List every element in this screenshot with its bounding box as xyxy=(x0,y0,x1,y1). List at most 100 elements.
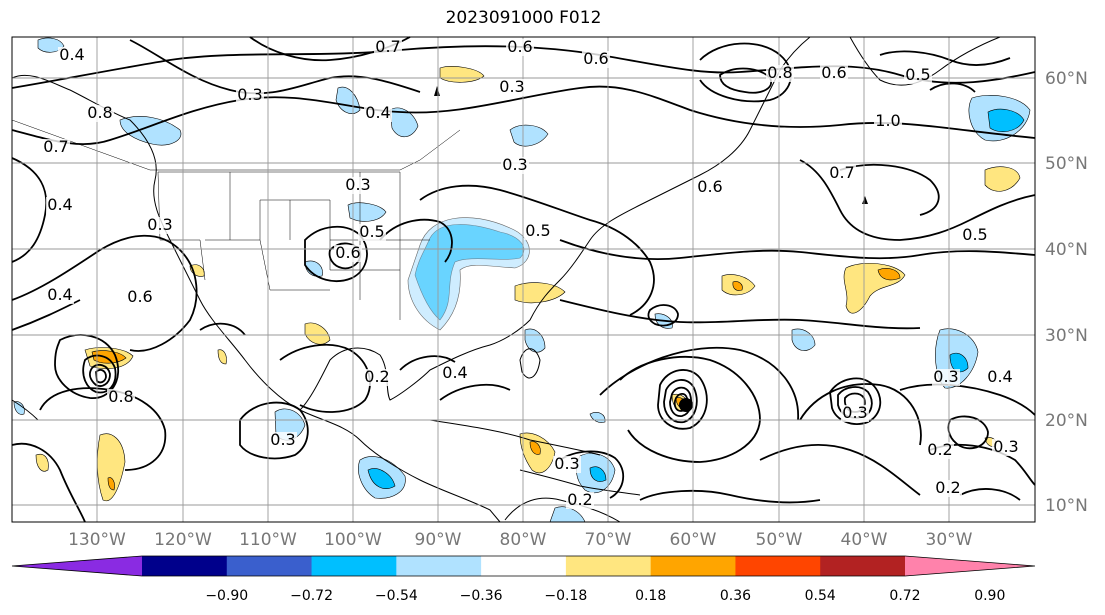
contour-label-background xyxy=(46,197,74,214)
colorbar-max-extension xyxy=(905,556,1035,576)
colorbar-tick-label: −0.54 xyxy=(375,588,418,604)
colorbar-outline xyxy=(11,555,1036,577)
contour-label-background xyxy=(566,492,594,509)
contour-label-background xyxy=(364,105,392,122)
latitude-tick-label: 30°N xyxy=(1045,326,1088,346)
contour-label-background xyxy=(236,87,264,104)
contour-label-background xyxy=(874,113,902,130)
contour-label: 0.4 xyxy=(47,195,72,214)
colorbar-segment xyxy=(311,556,397,576)
contour-label: 0.7 xyxy=(829,163,854,182)
contour-label-background xyxy=(696,179,724,196)
contour-label: 0.5 xyxy=(905,65,930,84)
contour-label: 0.3 xyxy=(147,215,172,234)
contour-label-background xyxy=(344,177,372,194)
contour-label: 0.4 xyxy=(47,285,72,304)
longitude-tick-label: 80°W xyxy=(500,530,547,550)
contour-label-background xyxy=(374,39,402,56)
colorbar-tick-label: −0.36 xyxy=(460,588,503,604)
latitude-ticks: 60°N 50°N 40°N 30°N 20°N 10°N xyxy=(1045,69,1088,516)
contour-label: 0.5 xyxy=(525,221,550,240)
contour-label-background xyxy=(932,369,960,386)
contour-label: 0.6 xyxy=(127,287,152,306)
contour-label-background xyxy=(334,245,362,262)
longitude-tick-label: 120°W xyxy=(154,530,212,550)
contour-label: 0.3 xyxy=(842,403,867,422)
contour-label-background xyxy=(553,456,581,473)
contour-label: 0.4 xyxy=(987,367,1012,386)
contour-label-background xyxy=(926,442,954,459)
contour-label-background xyxy=(820,65,848,82)
contour-label: 0.5 xyxy=(359,222,384,241)
colorbar-min-extension xyxy=(12,556,142,576)
contour-label: 0.6 xyxy=(335,243,360,262)
colorbar-segment xyxy=(735,556,821,576)
longitude-tick-label: 30°W xyxy=(926,530,973,550)
contour-label-background xyxy=(107,389,135,406)
contour-label-background xyxy=(126,289,154,306)
small-marker xyxy=(434,86,440,96)
contour-label: 0.2 xyxy=(567,490,592,509)
contour-label: 0.8 xyxy=(767,63,792,82)
contour-label-background xyxy=(501,157,529,174)
colorbar-segment xyxy=(650,556,736,576)
longitude-ticks: 130°W 120°W 110°W 100°W 90°W 80°W 70°W 60°W 50°W… xyxy=(68,530,973,550)
contour-label: 0.7 xyxy=(43,137,68,156)
contour-label-background xyxy=(42,139,70,156)
contour-label-background xyxy=(46,287,74,304)
contour-label-background xyxy=(524,223,552,240)
colorbar-tick-labels: −0.90 −0.72 −0.54 −0.36 −0.18 0.18 0.36 0.54 0.7… xyxy=(205,588,1005,604)
longitude-tick-label: 50°W xyxy=(756,530,803,550)
contour-label: 0.8 xyxy=(87,103,112,122)
longitude-tick-label: 130°W xyxy=(68,530,126,550)
latitude-tick-label: 50°N xyxy=(1045,154,1088,174)
map-frame xyxy=(11,36,1036,523)
contour-label: 0.5 xyxy=(962,225,987,244)
contour-label: 0.3 xyxy=(499,77,524,96)
colorbar-segment xyxy=(396,556,482,576)
colorbar-segment xyxy=(481,556,567,576)
contour-label: 0.3 xyxy=(345,175,370,194)
latitude-tick-label: 60°N xyxy=(1045,69,1088,89)
contour-label-background xyxy=(441,365,469,382)
contour-label: 0.6 xyxy=(583,49,608,68)
contour-label: 0.2 xyxy=(364,367,389,386)
contour-label: 0.6 xyxy=(697,177,722,196)
colorbar-segment xyxy=(565,556,652,576)
contour-label: 0.7 xyxy=(375,37,400,56)
contour-label: 0.6 xyxy=(821,63,846,82)
contour-label-background xyxy=(498,79,526,96)
contour-label: 0.3 xyxy=(993,437,1018,456)
contour-label: 0.6 xyxy=(507,37,532,56)
contour-label: 0.2 xyxy=(935,478,960,497)
storm-center-marker xyxy=(679,398,693,412)
contour-label: 0.3 xyxy=(554,454,579,473)
contour-label-background xyxy=(828,165,856,182)
longitude-tick-label: 40°W xyxy=(841,530,888,550)
contour-label-background xyxy=(58,47,86,64)
contour-label-background xyxy=(363,369,391,386)
colorbar-segment xyxy=(820,556,906,576)
contour-labels: 0.4 0.7 0.6 0.6 0.3 0.4 0.8 0.6 0.7 0.5 1.0 0.4 0.3 0… xyxy=(42,37,1020,509)
small-marker-2 xyxy=(862,196,868,204)
contour-label: 0.3 xyxy=(933,367,958,386)
longitude-tick-label: 70°W xyxy=(585,530,632,550)
colorbar-tick-label: 0.18 xyxy=(635,588,666,604)
contour-label: 0.3 xyxy=(270,430,295,449)
colorbar-tick-label: 0.72 xyxy=(889,588,920,604)
longitude-tick-label: 90°W xyxy=(415,530,462,550)
map-title: 2023091000 F012 xyxy=(445,8,602,28)
contour-label-background xyxy=(766,65,794,82)
colorbar-tick-label: −0.18 xyxy=(544,588,587,604)
latitude-tick-label: 20°N xyxy=(1045,411,1088,431)
colorbar-segment xyxy=(142,556,228,576)
contour-label-background xyxy=(904,67,932,84)
contour-label: 0.8 xyxy=(108,387,133,406)
colorbar-tick-label: 0.90 xyxy=(974,588,1005,604)
colorbar xyxy=(11,555,1036,577)
contour-label-background xyxy=(358,224,386,241)
contour-label-background xyxy=(986,369,1014,386)
contour-label-background xyxy=(86,105,114,122)
contour-label-background xyxy=(146,217,174,234)
